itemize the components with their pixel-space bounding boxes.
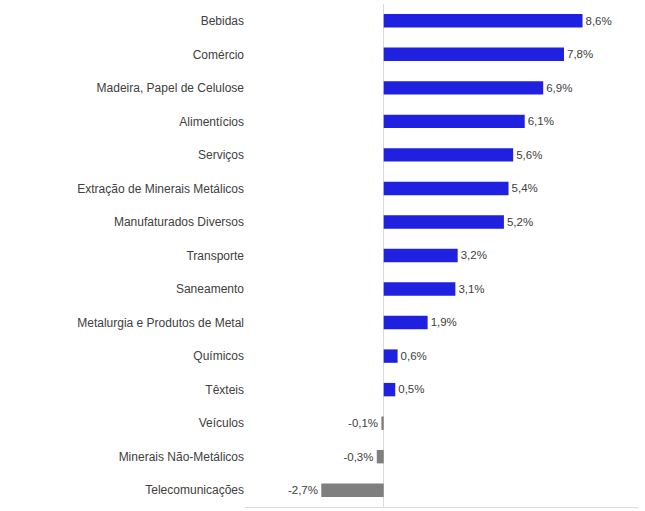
svg-text:Bebidas: Bebidas [201, 14, 244, 28]
svg-text:Extração de Minerais Metálicos: Extração de Minerais Metálicos [77, 182, 244, 196]
svg-text:0,6%: 0,6% [401, 350, 427, 362]
svg-text:Serviços: Serviços [198, 148, 244, 162]
svg-text:-2,7%: -2,7% [288, 484, 318, 496]
svg-text:-0,1%: -0,1% [348, 417, 378, 429]
svg-text:3,1%: 3,1% [458, 283, 484, 295]
svg-text:6,9%: 6,9% [546, 82, 572, 94]
svg-text:5,4%: 5,4% [512, 182, 538, 194]
svg-text:0,5%: 0,5% [398, 383, 424, 395]
svg-text:6,1%: 6,1% [528, 115, 554, 127]
svg-text:-0,3%: -0,3% [343, 451, 373, 463]
svg-text:Manufaturados Diversos: Manufaturados Diversos [114, 215, 244, 229]
svg-text:3,2%: 3,2% [461, 249, 487, 261]
svg-text:Metalurgia e Produtos de Metal: Metalurgia e Produtos de Metal [77, 316, 244, 330]
svg-text:Alimentícios: Alimentícios [179, 115, 244, 129]
svg-text:1,9%: 1,9% [431, 316, 457, 328]
svg-text:Comércio: Comércio [193, 48, 245, 62]
svg-text:Transporte: Transporte [186, 249, 244, 263]
svg-text:Químicos: Químicos [193, 349, 244, 363]
svg-text:Telecomunicações: Telecomunicações [145, 483, 244, 497]
svg-text:Veículos: Veículos [199, 416, 244, 430]
svg-text:7,8%: 7,8% [567, 48, 593, 60]
svg-text:5,2%: 5,2% [507, 216, 533, 228]
svg-text:8,6%: 8,6% [586, 15, 612, 27]
svg-text:5,6%: 5,6% [516, 149, 542, 161]
svg-text:Saneamento: Saneamento [176, 282, 244, 296]
svg-text:Madeira, Papel de Celulose: Madeira, Papel de Celulose [97, 81, 245, 95]
svg-text:Minerais Não-Metálicos: Minerais Não-Metálicos [119, 450, 244, 464]
svg-text:Têxteis: Têxteis [205, 383, 244, 397]
